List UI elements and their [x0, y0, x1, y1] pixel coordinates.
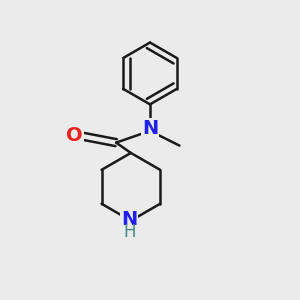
- Text: N: N: [142, 119, 158, 138]
- Text: O: O: [66, 126, 82, 145]
- Text: N: N: [121, 210, 137, 229]
- Text: H: H: [123, 223, 136, 241]
